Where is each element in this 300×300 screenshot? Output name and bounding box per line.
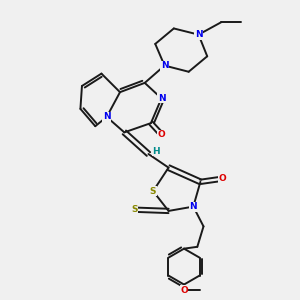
- Text: N: N: [195, 30, 203, 39]
- Text: S: S: [150, 187, 156, 196]
- Text: N: N: [103, 112, 110, 122]
- Text: N: N: [158, 94, 165, 103]
- Text: S: S: [131, 205, 138, 214]
- Text: H: H: [152, 147, 160, 156]
- Text: N: N: [161, 61, 168, 70]
- Text: O: O: [218, 174, 226, 183]
- Text: O: O: [180, 286, 188, 295]
- Text: O: O: [158, 130, 166, 139]
- Text: N: N: [190, 202, 197, 211]
